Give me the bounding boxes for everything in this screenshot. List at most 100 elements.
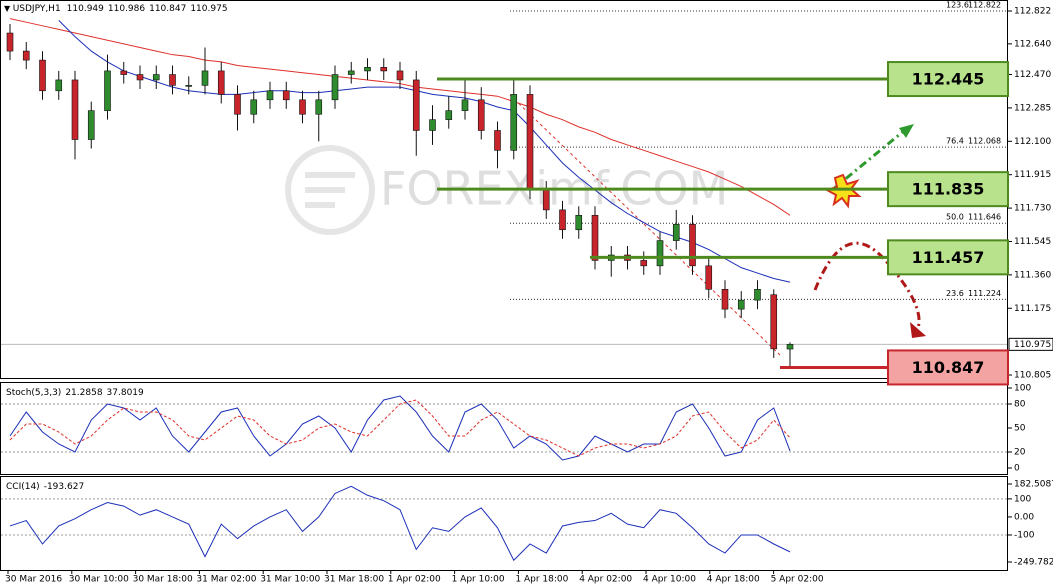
y-tick-label: 110.805 — [1014, 371, 1051, 381]
y-tick-label: 112.100 — [1014, 137, 1051, 147]
y-tick-label: 112.640 — [1014, 39, 1051, 49]
y-tick-label: 0.00 — [1014, 512, 1034, 522]
candle-body — [786, 344, 794, 350]
indicator-line — [9, 485, 791, 562]
candle-body — [217, 70, 225, 95]
open: 110.949 — [67, 4, 104, 14]
fib-ratio: 50.0 — [946, 213, 964, 222]
stoch-panel — [0, 382, 1008, 475]
candle-body — [364, 67, 371, 72]
fib-price: 111.224 — [968, 289, 1001, 298]
candle-body — [266, 90, 274, 101]
y-tick-label: -100 — [1014, 530, 1035, 540]
x-tick-label: 1 Apr 10:00 — [452, 575, 505, 585]
candle-body — [705, 265, 713, 290]
y-tick-label: 100 — [1014, 384, 1031, 394]
indicator-line — [58, 20, 791, 283]
fib-price: 112.068 — [968, 137, 1001, 146]
candle-body — [396, 70, 404, 81]
candle-body — [526, 94, 534, 191]
fib-trend-line — [509, 94, 781, 356]
fib-ratio: 76.4 — [946, 137, 964, 146]
close: 110.975 — [190, 4, 227, 14]
y-tick-label: 112.285 — [1014, 103, 1051, 113]
y-tick-label: 111.545 — [1014, 237, 1051, 247]
x-tick-label: 31 Mar 10:00 — [260, 575, 320, 585]
level-box — [887, 349, 1009, 386]
y-tick-label: 111.915 — [1014, 170, 1051, 180]
y-tick-label: 111.360 — [1014, 270, 1051, 280]
level-box — [887, 61, 1009, 98]
level-box — [887, 239, 1009, 276]
candle-body — [331, 74, 339, 101]
candle-body — [71, 79, 79, 140]
level-label: 112.445 — [912, 70, 985, 89]
low: 110.847 — [149, 4, 186, 14]
candle-body — [380, 67, 388, 72]
candle-body — [510, 94, 518, 151]
x-tick-label: 30 Mar 10:00 — [69, 575, 129, 585]
indicator-label: CCI(14) -193.627 — [6, 482, 84, 492]
y-tick-label: 50 — [1014, 424, 1026, 434]
candle-body — [201, 70, 209, 86]
indicator-name: CCI(14) — [6, 482, 40, 492]
x-tick-label: 31 Mar 18:00 — [324, 575, 384, 585]
fib-ratio: 123.6 — [946, 1, 969, 10]
candle-body — [136, 74, 144, 81]
candle-body — [445, 110, 453, 120]
candle-body — [559, 209, 566, 231]
candle-body — [737, 299, 745, 310]
candle-body — [315, 99, 323, 115]
indicator-value: -193.627 — [44, 482, 84, 492]
candle-body — [169, 74, 176, 86]
indicator-name: Stoch(5,3,3) — [6, 388, 61, 398]
candle-body — [754, 289, 761, 301]
x-tick-label: 5 Apr 02:00 — [771, 575, 824, 585]
fib-price: 111.646 — [968, 213, 1001, 222]
y-tick-label: 112.822 — [1014, 7, 1051, 17]
candle-body — [575, 215, 583, 231]
indicator-label: Stoch(5,3,3) 21.2858 37.8019 — [6, 388, 144, 398]
y-tick-label: 80 — [1014, 400, 1026, 410]
candle-body — [542, 189, 550, 211]
candle-body — [412, 79, 420, 131]
level-label: 110.847 — [912, 358, 985, 377]
watermark-logo — [285, 145, 375, 235]
candle-body — [185, 85, 193, 87]
candle-body — [87, 110, 95, 140]
cci-panel — [0, 476, 1008, 571]
y-tick-label: 20 — [1014, 448, 1026, 458]
y-tick-label: -249.782 — [1014, 558, 1053, 568]
y-tick-label: 100 — [1014, 494, 1031, 504]
candle-body — [347, 70, 355, 75]
y-tick-label: 112.470 — [1014, 70, 1051, 80]
indicator-value: 21.2858 — [65, 388, 102, 398]
y-tick-label: 111.175 — [1014, 304, 1051, 314]
candle-body — [250, 99, 258, 115]
candle-body — [477, 99, 485, 131]
x-tick-label: 4 Apr 18:00 — [707, 575, 760, 585]
candle-body — [39, 59, 46, 92]
x-tick-label: 4 Apr 10:00 — [643, 575, 696, 585]
candle-body — [656, 240, 664, 267]
y-tick-label: 111.730 — [1014, 204, 1051, 214]
candle-body — [299, 99, 306, 115]
candle-body — [461, 99, 469, 111]
candle-body — [429, 119, 436, 131]
candle-body — [689, 224, 696, 267]
up-arrow — [831, 128, 906, 192]
level-label: 111.835 — [912, 180, 985, 199]
level-label: 111.457 — [912, 248, 985, 267]
x-tick-label: 1 Apr 02:00 — [388, 575, 441, 585]
x-tick-label: 4 Apr 02:00 — [579, 575, 632, 585]
candle-body — [721, 289, 729, 310]
header: ▼ USDJPY,H1 110.949 110.986 110.847 110.975 — [4, 4, 228, 14]
current-price-box — [1008, 337, 1053, 351]
candle-body — [591, 215, 599, 261]
candle-body — [640, 260, 648, 267]
x-tick-label: 31 Mar 02:00 — [196, 575, 256, 585]
candle-body — [22, 50, 30, 61]
level-box — [887, 171, 1009, 208]
fib-price: 112.822 — [968, 1, 1001, 10]
candle-body — [770, 294, 778, 350]
